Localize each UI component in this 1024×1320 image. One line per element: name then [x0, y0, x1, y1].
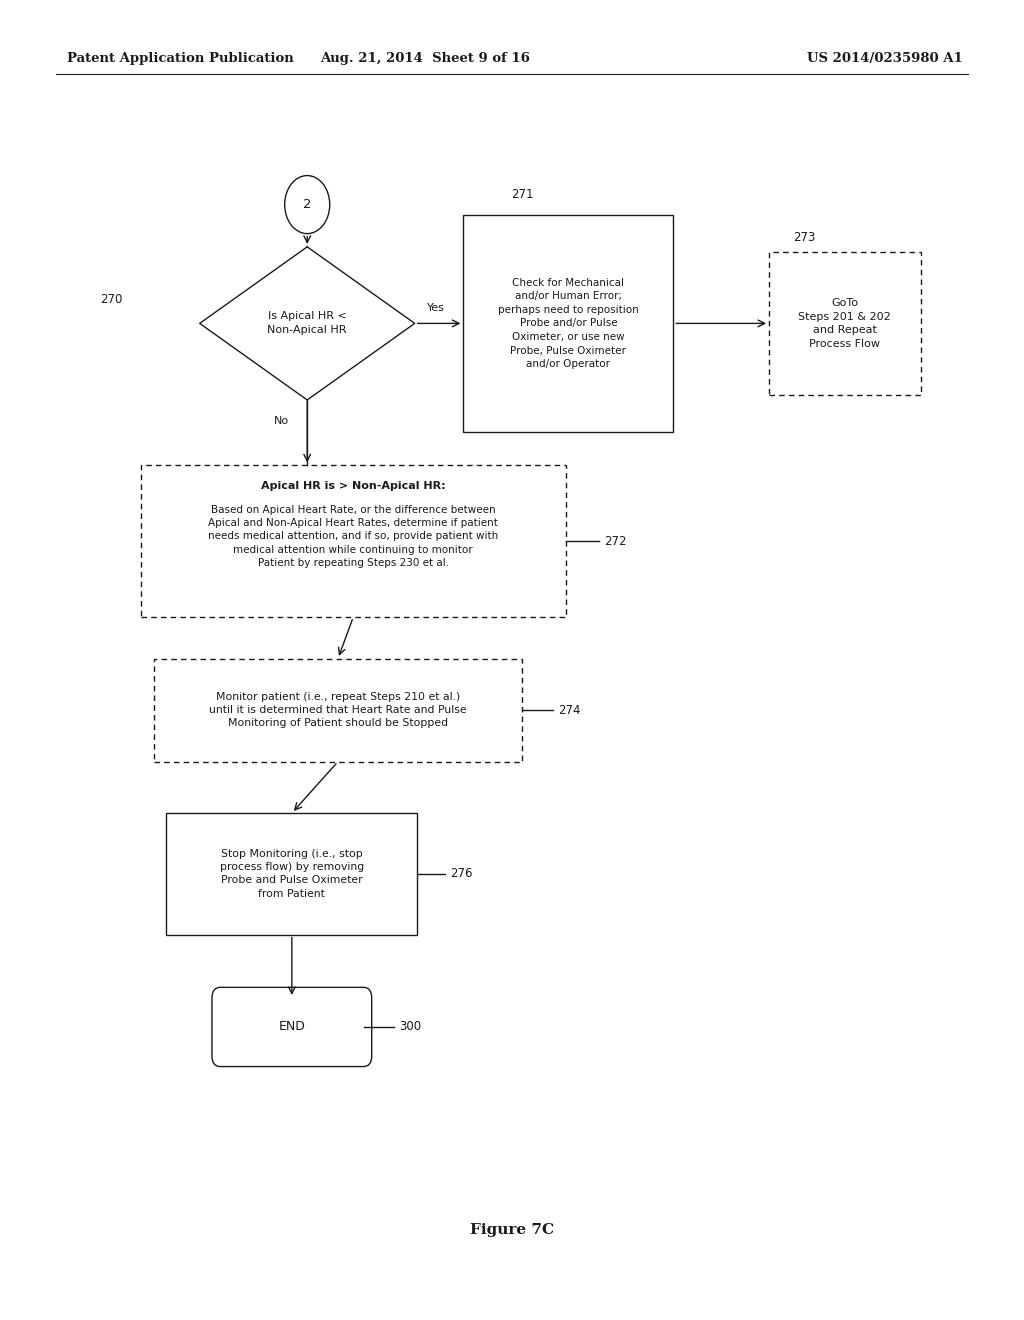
Bar	[154, 659, 522, 762]
Text: 300: 300	[399, 1020, 422, 1034]
Text: 274: 274	[558, 704, 581, 717]
Bar	[166, 813, 418, 935]
FancyBboxPatch shape	[212, 987, 372, 1067]
Text: US 2014/0235980 A1: US 2014/0235980 A1	[807, 51, 963, 65]
Polygon shape	[200, 247, 415, 400]
Text: Stop Monitoring (i.e., stop
process flow) by removing
Probe and Pulse Oximeter
f: Stop Monitoring (i.e., stop process flow…	[220, 849, 364, 899]
Text: Monitor patient (i.e., repeat Steps 210 et al.)
until it is determined that Hear: Monitor patient (i.e., repeat Steps 210 …	[209, 692, 467, 729]
Text: Figure 7C: Figure 7C	[470, 1224, 554, 1237]
Text: Apical HR is > Non-Apical HR:: Apical HR is > Non-Apical HR:	[261, 482, 445, 491]
Text: 272: 272	[604, 535, 627, 548]
Text: 270: 270	[100, 293, 123, 306]
Text: 271: 271	[511, 187, 534, 201]
Bar	[464, 214, 674, 433]
Text: 273: 273	[794, 231, 816, 244]
Text: 276: 276	[451, 867, 473, 880]
Text: Yes: Yes	[427, 302, 444, 313]
Text: Check for Mechanical
and/or Human Error;
perhaps need to reposition
Probe and/or: Check for Mechanical and/or Human Error;…	[498, 277, 639, 370]
Text: No: No	[274, 416, 289, 426]
Text: Aug. 21, 2014  Sheet 9 of 16: Aug. 21, 2014 Sheet 9 of 16	[321, 51, 529, 65]
Text: Is Apical HR <
Non-Apical HR: Is Apical HR < Non-Apical HR	[267, 312, 347, 335]
Text: Based on Apical Heart Rate, or the difference between
Apical and Non-Apical Hear: Based on Apical Heart Rate, or the diffe…	[208, 506, 499, 568]
Text: END: END	[279, 1020, 305, 1034]
Text: GoTo
Steps 201 & 202
and Repeat
Process Flow: GoTo Steps 201 & 202 and Repeat Process …	[799, 298, 891, 348]
Bar	[140, 466, 565, 618]
Circle shape	[285, 176, 330, 234]
Bar	[769, 252, 921, 395]
Text: 2: 2	[303, 198, 311, 211]
Text: Patent Application Publication: Patent Application Publication	[67, 51, 293, 65]
